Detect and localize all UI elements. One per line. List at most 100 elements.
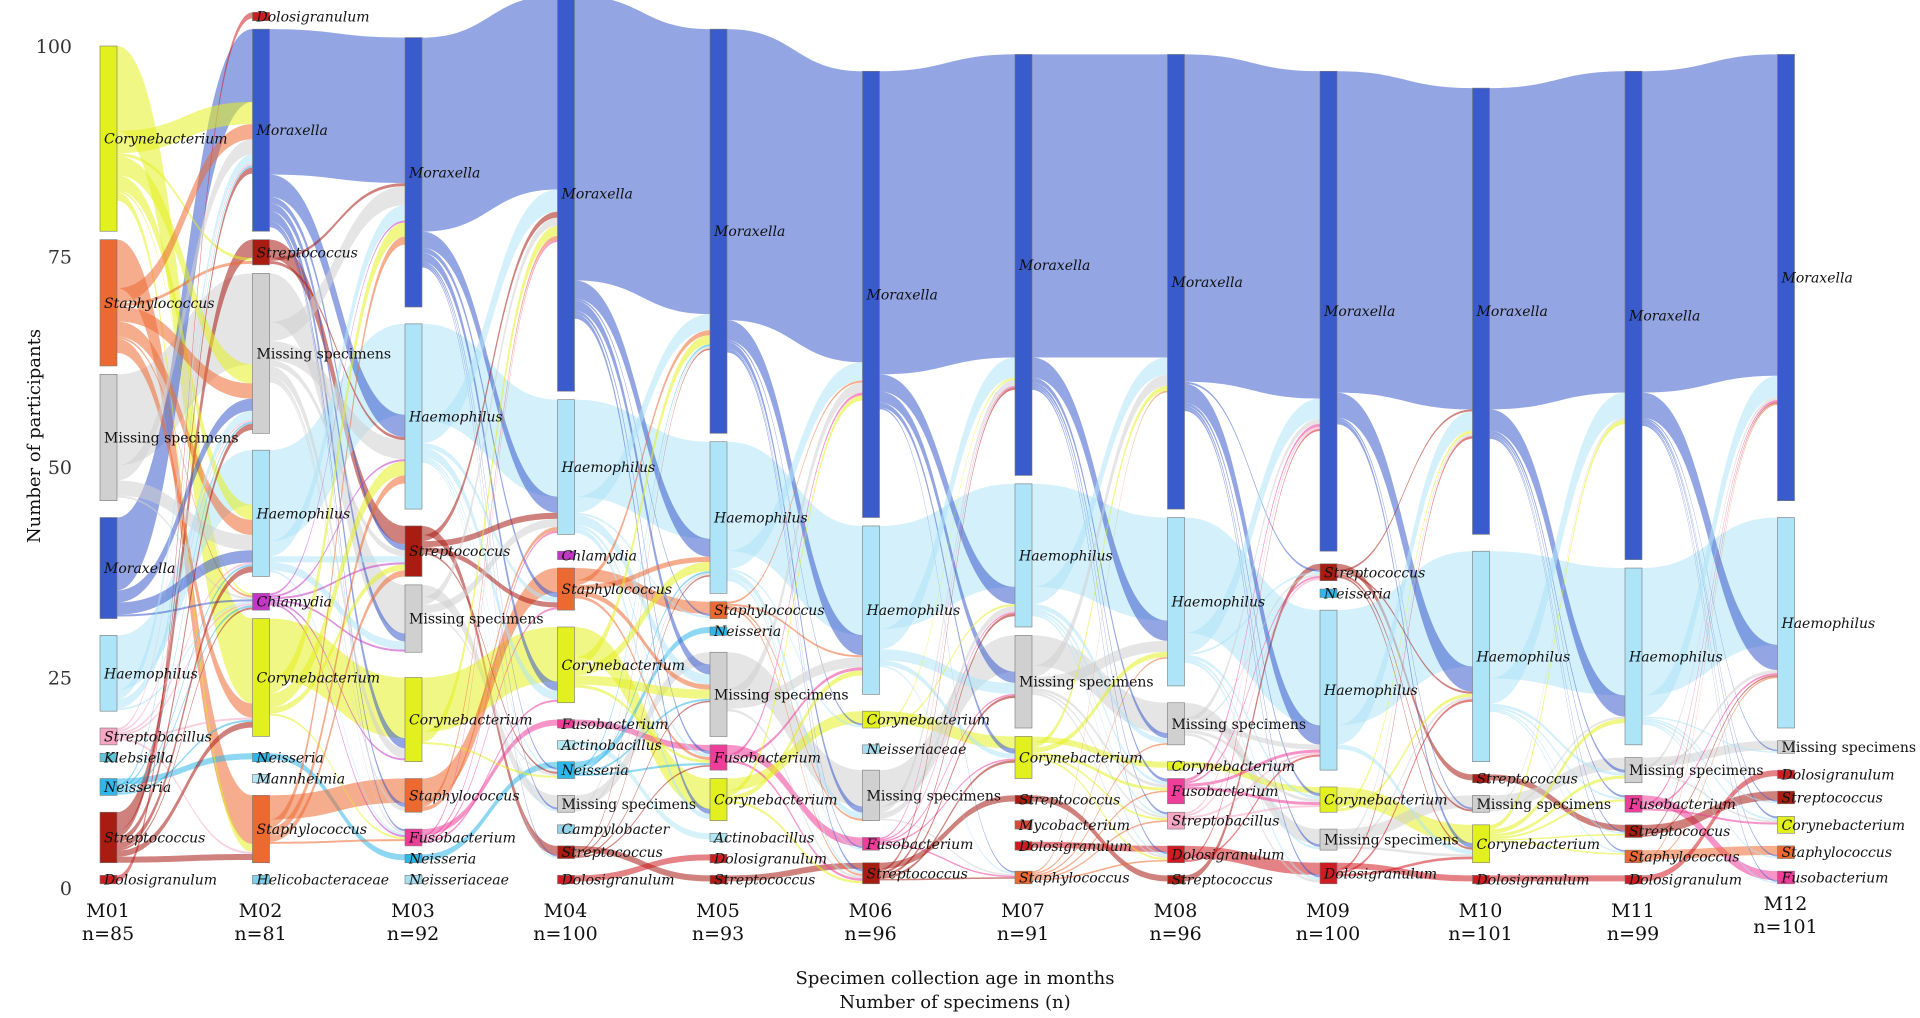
flow-m02-staphylococcus-to-streptococcus-46 [269, 570, 405, 842]
flow-m05-missing-specimens-2 [727, 652, 863, 807]
flow-m08-dolosigranulum-4 [1184, 845, 1320, 875]
flow-m02-moraxella-to-haemophilus-7 [269, 174, 405, 438]
node-label-m06-missing-specimens: Missing specimens [867, 788, 1002, 804]
node-label-m05-staphylococcus: Staphylococcus [714, 603, 825, 619]
node-m10-streptococcus [1472, 774, 1490, 784]
flow-m02-haemophilus-to-fusobacterium-30 [269, 570, 405, 836]
node-m01-staphylococcus [99, 239, 118, 367]
node-label-m12-corynebacterium: Corynebacterium [1782, 818, 1906, 834]
node-m09-corynebacterium [1319, 786, 1338, 813]
flow-m08-dolosigranulum-to-moraxella-33 [1184, 428, 1320, 861]
node-m11-dolosigranulum [1624, 875, 1643, 885]
node-m11-moraxella [1624, 70, 1643, 560]
node-label-m08-haemophilus: Haemophilus [1171, 595, 1266, 611]
flow-m07-missing-specimens-to-moraxella-16 [1032, 374, 1168, 677]
node-m08-haemophilus [1167, 517, 1185, 687]
flow-m04-neisseria-to-haemophilus-31 [574, 571, 710, 772]
flow-m08-corynebacterium-3 [1184, 761, 1320, 794]
node-m08-missing-specimens [1167, 702, 1185, 746]
node-label-m01-haemophilus: Haemophilus [103, 666, 198, 682]
flow-m02-haemophilus-to-streptococcus-26 [269, 556, 405, 563]
flow-m09-streptococcus-to-missing-specimens-11 [1337, 573, 1473, 812]
node-m06-missing-specimens [862, 769, 880, 821]
y-tick-label-100: 100 [36, 36, 72, 58]
node-label-m07-staphylococcus: Staphylococcus [1019, 870, 1130, 886]
month-label-m02: M02 [239, 900, 283, 922]
flow-m08-streptobacillus-to-streptococcus-28 [1184, 577, 1320, 817]
node-label-m02-mannheimia: Mannheimia [256, 772, 346, 788]
flow-m02-streptococcus-to-moraxella-13 [269, 183, 405, 261]
flow-m10-corynebacterium-to-streptococcus-24 [1489, 833, 1625, 841]
flow-m04-streptococcus-to-missing-specimens-44 [574, 700, 710, 857]
flow-m03-moraxella-to-staphylococcus-9 [422, 247, 558, 598]
node-label-m03-corynebacterium: Corynebacterium [409, 713, 533, 729]
node-m05-actinobacillus [709, 832, 728, 842]
node-label-m02-corynebacterium: Corynebacterium [257, 671, 381, 687]
flow-m09-missing-specimens-to-moraxella-19 [1337, 433, 1473, 844]
flow-m05-corynebacterium-to-moraxella-32 [727, 395, 863, 796]
flow-m01-neisseria-to-missing-specimens-47 [117, 421, 253, 789]
flow-m02-chlamydia-to-fusobacterium-37 [269, 603, 405, 838]
flow-m11-fusobacterium-to-corynebacterium-29 [1642, 808, 1778, 825]
node-label-m08-streptococcus: Streptococcus [1172, 873, 1273, 889]
flow-m04-neisseria-to-missing-specimens-33 [574, 698, 710, 774]
node-m08-streptobacillus [1167, 811, 1185, 830]
flow-m04-missing-specimens-to-haemophilus-37 [574, 573, 710, 812]
flow-m04-moraxella-to-corynebacterium-14 [574, 313, 710, 814]
flow-m08-fusobacterium-to-moraxella-21 [1184, 423, 1320, 782]
flow-m07-haemophilus-1 [1032, 483, 1168, 621]
node-label-m08-fusobacterium: Fusobacterium [1171, 784, 1279, 800]
flow-m05-missing-specimens-to-moraxella-22 [727, 382, 863, 699]
month-label-m04: M04 [544, 900, 588, 922]
x-axis-categories: M01n=85M02n=81M03n=92M04n=100M05n=93M06n… [82, 893, 1818, 945]
flow-m03-haemophilus-to-missing-specimens-18 [422, 459, 558, 812]
flow-m06-haemophilus-to-missing-specimens-10 [879, 649, 1015, 695]
flow-m08-moraxella-to-streptococcus-6 [1184, 381, 1320, 572]
node-m12-staphylococcus [1777, 845, 1795, 859]
node-m01-haemophilus [99, 635, 118, 712]
node-m06-haemophilus [862, 525, 880, 695]
node-label-m01-missing-specimens: Missing specimens [104, 431, 239, 447]
flow-m06-streptococcus-to-moraxella-26 [879, 387, 1015, 872]
node-label-m05-fusobacterium: Fusobacterium [713, 750, 821, 766]
node-m10-missing-specimens [1472, 795, 1490, 813]
node-label-m09-corynebacterium: Corynebacterium [1324, 793, 1448, 809]
flow-m01-streptococcus-to-corynebacterium-56 [117, 721, 253, 857]
node-label-m04-staphylococcus: Staphylococcus [562, 582, 673, 598]
flow-m02-chlamydia-to-corynebacterium-35 [269, 601, 405, 761]
flow-m06-streptococcus-to-missing-specimens-28 [879, 695, 1015, 877]
node-label-m10-dolosigranulum: Dolosigranulum [1476, 873, 1590, 889]
node-label-m04-dolosigranulum: Dolosigranulum [561, 873, 675, 889]
node-label-m06-moraxella: Moraxella [866, 287, 938, 303]
flow-m09-streptococcus-to-haemophilus-10 [1337, 571, 1473, 694]
flow-m06-missing-specimens-to-moraxella-17 [879, 379, 1015, 813]
flow-m07-missing-specimens-to-haemophilus-17 [1032, 640, 1168, 688]
count-label-m01: n=85 [82, 923, 134, 945]
x-axis-subtitle: Number of specimens (n) [839, 992, 1070, 1013]
flow-m06-streptococcus-to-staphylococcus-30 [879, 877, 1015, 881]
node-m05-corynebacterium [709, 778, 728, 821]
flow-m02-moraxella-to-missing-specimens-9 [269, 202, 405, 642]
flow-m07-staphylococcus-to-fusobacterium-30 [1032, 790, 1168, 878]
flow-m02-moraxella-0 [269, 29, 405, 184]
flow-m06-moraxella-to-haemophilus-5 [879, 374, 1015, 605]
y-axis-title: Number of participants [24, 329, 45, 543]
flow-m01-neisseria-to-corynebacterium-50 [117, 719, 253, 795]
node-label-m04-haemophilus: Haemophilus [561, 460, 656, 476]
flow-m02-haemophilus-to-missing-specimens-27 [269, 562, 405, 650]
flow-m10-streptococcus-2 [1489, 774, 1625, 831]
node-m12-dolosigranulum [1777, 769, 1795, 779]
flow-m03-haemophilus-to-moraxella-14 [422, 189, 558, 444]
count-label-m08: n=96 [1149, 923, 1201, 945]
node-m04-fusobacterium [557, 719, 575, 729]
node-label-m12-haemophilus: Haemophilus [1781, 616, 1876, 632]
node-label-m02-neisseria: Neisseria [256, 750, 324, 766]
node-m02-streptococcus [252, 239, 270, 266]
flow-m09-corynebacterium-to-haemophilus-17 [1337, 693, 1473, 812]
flow-m06-streptococcus-4 [879, 795, 1015, 869]
flow-m08-moraxella-to-haemophilus-7 [1184, 383, 1320, 745]
flow-m10-haemophilus-to-staphylococcus-14 [1489, 710, 1625, 854]
node-label-m12-streptococcus: Streptococcus [1782, 790, 1883, 806]
flow-m05-moraxella-to-streptococcus-10 [727, 349, 863, 872]
